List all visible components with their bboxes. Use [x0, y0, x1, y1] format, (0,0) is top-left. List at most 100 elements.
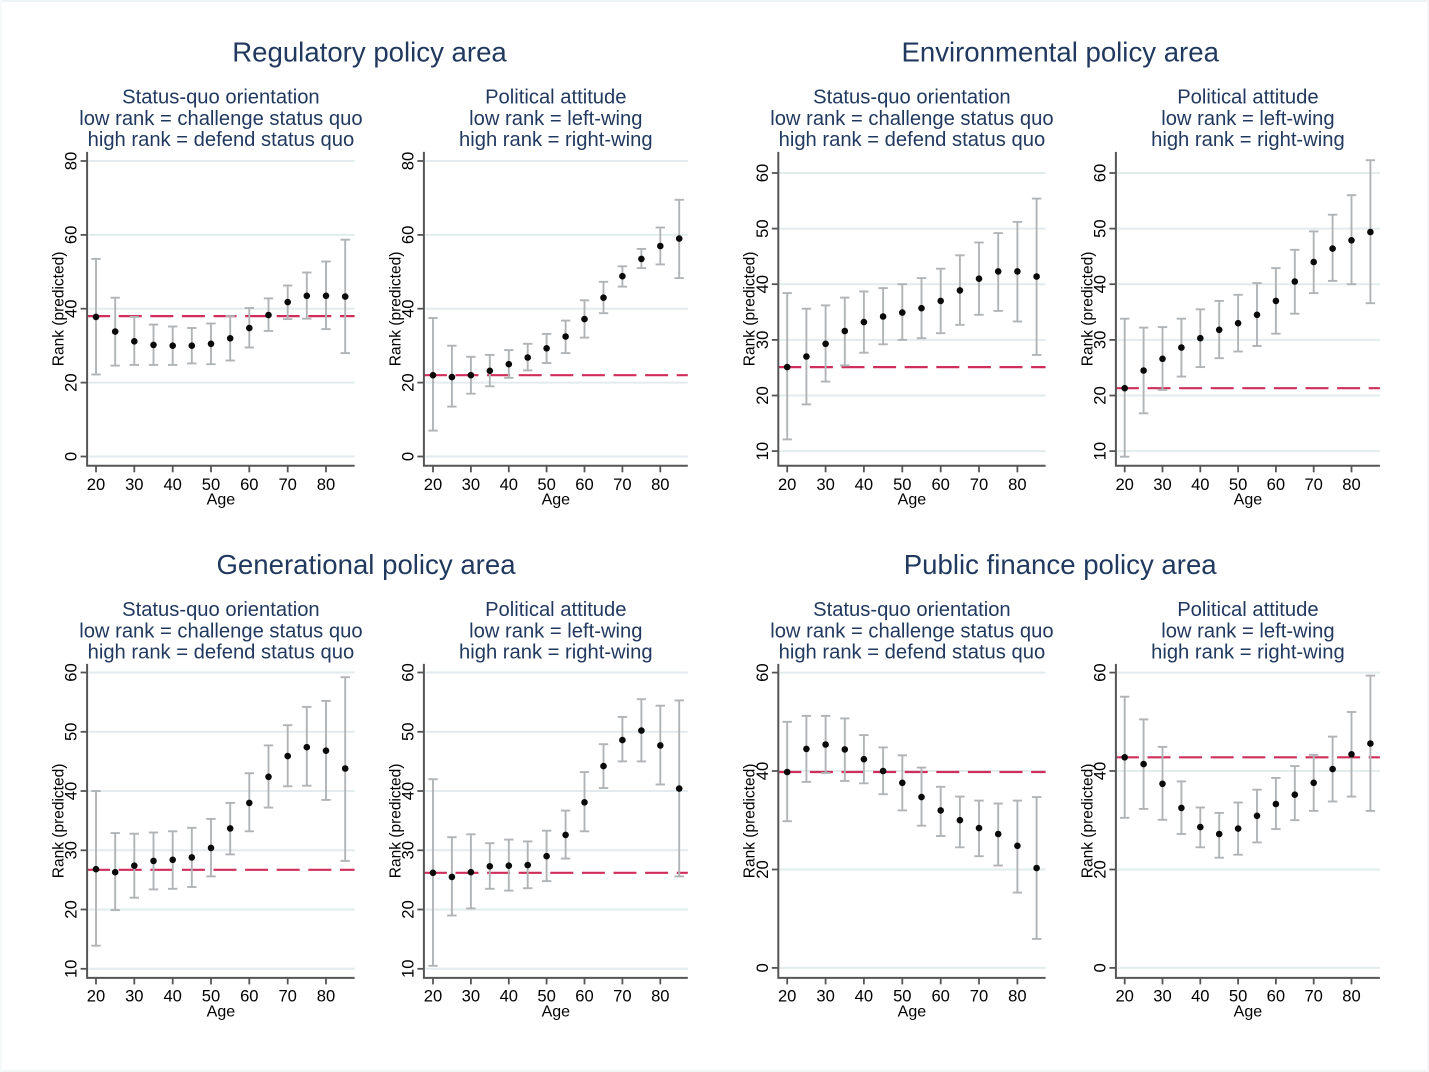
svg-text:30: 30 — [62, 841, 81, 859]
svg-text:40: 40 — [753, 762, 772, 780]
svg-text:Status-quo orientation: Status-quo orientation — [122, 87, 320, 109]
svg-text:50: 50 — [537, 475, 555, 494]
svg-text:40: 40 — [500, 475, 518, 494]
svg-text:40: 40 — [399, 299, 418, 317]
svg-text:70: 70 — [278, 987, 296, 1006]
svg-text:60: 60 — [931, 987, 949, 1006]
svg-text:40: 40 — [163, 987, 181, 1006]
svg-text:50: 50 — [1229, 987, 1247, 1006]
svg-text:Rank (predicted): Rank (predicted) — [742, 764, 759, 879]
svg-text:30: 30 — [753, 331, 772, 349]
svg-text:Age: Age — [542, 491, 571, 508]
svg-text:low rank = left-wing: low rank = left-wing — [1161, 108, 1334, 130]
svg-text:30: 30 — [462, 475, 480, 494]
svg-text:40: 40 — [62, 782, 81, 800]
svg-text:Rank (predicted): Rank (predicted) — [51, 252, 68, 367]
svg-text:low rank = left-wing: low rank = left-wing — [469, 620, 642, 642]
svg-text:50: 50 — [1229, 475, 1247, 494]
svg-text:high rank = right-wing: high rank = right-wing — [1151, 129, 1345, 151]
svg-text:Age: Age — [898, 1004, 927, 1021]
svg-text:20: 20 — [1091, 860, 1110, 878]
svg-text:high rank = right-wing: high rank = right-wing — [459, 129, 653, 151]
svg-text:60: 60 — [753, 164, 772, 182]
svg-text:50: 50 — [62, 723, 81, 741]
svg-text:Age: Age — [898, 491, 927, 508]
svg-text:10: 10 — [62, 960, 81, 978]
svg-text:80: 80 — [1342, 475, 1360, 494]
svg-text:Rank (predicted): Rank (predicted) — [1079, 252, 1096, 367]
svg-text:20: 20 — [424, 475, 442, 494]
svg-text:low rank = left-wing: low rank = left-wing — [469, 108, 642, 130]
svg-text:0: 0 — [1091, 963, 1110, 972]
svg-text:40: 40 — [1091, 762, 1110, 780]
svg-text:60: 60 — [931, 475, 949, 494]
svg-text:20: 20 — [778, 987, 796, 1006]
svg-text:Generational policy area: Generational policy area — [216, 549, 516, 580]
svg-text:30: 30 — [125, 475, 143, 494]
svg-text:50: 50 — [537, 987, 555, 1006]
svg-text:Age: Age — [1234, 491, 1263, 508]
svg-text:20: 20 — [424, 987, 442, 1006]
svg-text:30: 30 — [1091, 331, 1110, 349]
svg-text:40: 40 — [855, 987, 873, 1006]
svg-text:50: 50 — [399, 723, 418, 741]
svg-text:50: 50 — [202, 475, 220, 494]
svg-text:0: 0 — [753, 963, 772, 972]
svg-text:high rank = defend status quo: high rank = defend status quo — [88, 642, 355, 664]
svg-text:Public finance policy area: Public finance policy area — [904, 549, 1218, 580]
svg-text:70: 70 — [970, 475, 988, 494]
svg-text:70: 70 — [970, 987, 988, 1006]
svg-text:20: 20 — [1115, 987, 1133, 1006]
svg-text:60: 60 — [1091, 663, 1110, 681]
svg-text:20: 20 — [87, 987, 105, 1006]
svg-text:20: 20 — [778, 475, 796, 494]
svg-text:30: 30 — [1153, 987, 1171, 1006]
svg-text:Regulatory policy area: Regulatory policy area — [232, 36, 507, 67]
svg-text:low rank = challenge status qu: low rank = challenge status quo — [770, 108, 1053, 130]
svg-text:70: 70 — [1304, 475, 1322, 494]
svg-text:30: 30 — [816, 987, 834, 1006]
svg-text:low rank = challenge status qu: low rank = challenge status quo — [79, 620, 362, 642]
svg-text:80: 80 — [1008, 475, 1026, 494]
svg-text:80: 80 — [651, 987, 669, 1006]
svg-text:60: 60 — [575, 987, 593, 1006]
svg-text:50: 50 — [893, 475, 911, 494]
svg-text:Political attitude: Political attitude — [485, 599, 626, 621]
svg-text:40: 40 — [855, 475, 873, 494]
svg-text:40: 40 — [399, 782, 418, 800]
svg-text:Age: Age — [207, 1004, 236, 1021]
svg-text:Rank (predicted): Rank (predicted) — [387, 764, 404, 879]
svg-text:20: 20 — [399, 900, 418, 918]
svg-text:70: 70 — [613, 987, 631, 1006]
svg-text:Age: Age — [1234, 1004, 1263, 1021]
svg-text:80: 80 — [317, 987, 335, 1006]
svg-text:Environmental policy area: Environmental policy area — [901, 36, 1219, 67]
svg-text:60: 60 — [62, 226, 81, 244]
svg-text:10: 10 — [753, 442, 772, 460]
svg-text:70: 70 — [278, 475, 296, 494]
svg-text:70: 70 — [1304, 987, 1322, 1006]
svg-text:30: 30 — [462, 987, 480, 1006]
svg-text:high rank = right-wing: high rank = right-wing — [459, 642, 653, 664]
svg-text:Status-quo orientation: Status-quo orientation — [813, 599, 1011, 621]
svg-text:80: 80 — [317, 475, 335, 494]
svg-text:Rank (predicted): Rank (predicted) — [742, 252, 759, 367]
svg-text:Status-quo orientation: Status-quo orientation — [122, 599, 320, 621]
svg-text:low rank = left-wing: low rank = left-wing — [1161, 620, 1334, 642]
svg-text:60: 60 — [575, 475, 593, 494]
svg-text:Rank (predicted): Rank (predicted) — [387, 252, 404, 367]
svg-text:high rank = defend status quo: high rank = defend status quo — [779, 642, 1046, 664]
svg-text:Status-quo orientation: Status-quo orientation — [813, 87, 1011, 109]
svg-text:30: 30 — [125, 987, 143, 1006]
svg-text:60: 60 — [399, 663, 418, 681]
svg-text:high rank = defend status quo: high rank = defend status quo — [779, 129, 1046, 151]
svg-text:20: 20 — [399, 373, 418, 391]
svg-text:Political attitude: Political attitude — [1177, 87, 1318, 109]
svg-text:40: 40 — [1191, 475, 1209, 494]
svg-text:50: 50 — [1091, 219, 1110, 237]
svg-text:40: 40 — [62, 299, 81, 317]
svg-text:50: 50 — [202, 987, 220, 1006]
svg-text:low rank = challenge status qu: low rank = challenge status quo — [770, 620, 1053, 642]
svg-text:Rank (predicted): Rank (predicted) — [51, 764, 68, 879]
svg-text:40: 40 — [163, 475, 181, 494]
